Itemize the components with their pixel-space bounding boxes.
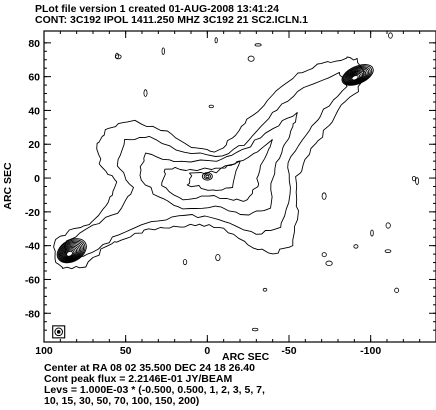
core-contour bbox=[201, 172, 213, 181]
noise-contour bbox=[214, 37, 218, 44]
core-contours bbox=[201, 172, 213, 181]
hotspot-contour bbox=[345, 68, 368, 84]
noise-contour bbox=[161, 47, 165, 55]
contour-map bbox=[53, 56, 374, 270]
axis-ticks bbox=[43, 31, 436, 342]
x-tick-label: 50 bbox=[120, 345, 132, 357]
x-tick-label: -50 bbox=[281, 345, 296, 357]
noise-contour bbox=[388, 32, 393, 39]
noise-contour bbox=[115, 52, 119, 59]
beam-marker bbox=[52, 325, 66, 339]
plot-header-line-2: CONT: 3C192 IPOL 1411.250 MHZ 3C192 21 S… bbox=[35, 14, 308, 26]
beam-ellipse bbox=[54, 327, 64, 337]
y-tick-label: 60 bbox=[28, 72, 40, 84]
noise-contour bbox=[208, 104, 214, 109]
noise-contour bbox=[251, 327, 259, 332]
hotspot-contour bbox=[343, 66, 371, 85]
hotspot-contour bbox=[349, 72, 362, 82]
plot-frame bbox=[43, 30, 436, 343]
y-tick-label: 80 bbox=[28, 38, 40, 50]
hotspot-contour bbox=[60, 243, 82, 261]
noise-contour bbox=[321, 252, 327, 258]
noise-contour bbox=[325, 260, 333, 267]
y-axis-label: ARC SEC bbox=[2, 162, 14, 210]
noise-contours bbox=[114, 32, 420, 332]
hotspot-contour bbox=[342, 65, 373, 86]
noise-contour bbox=[411, 175, 416, 182]
y-tick-label: 0 bbox=[34, 173, 40, 185]
footer-levels-line-1: Levs = 1.000E-03 * (-0.500, 0.500, 1, 2,… bbox=[44, 384, 265, 396]
hotspot-contour bbox=[347, 70, 365, 83]
hotspot-contour bbox=[66, 250, 73, 257]
y-tick-label: -80 bbox=[25, 308, 40, 320]
y-tick-label: 40 bbox=[28, 105, 40, 117]
beam-core bbox=[56, 330, 61, 334]
hotspot-contour bbox=[59, 241, 83, 262]
noise-contour bbox=[384, 249, 392, 253]
hotspot-contour bbox=[61, 244, 80, 261]
x-tick-label: 0 bbox=[204, 345, 210, 357]
hotspot-contour bbox=[348, 71, 364, 83]
contour-level-2 bbox=[63, 71, 348, 261]
contour-level-1 bbox=[53, 56, 365, 270]
y-tick-label: 20 bbox=[28, 139, 40, 151]
hotspot-contour bbox=[58, 240, 85, 262]
noise-contour bbox=[254, 43, 262, 47]
hotspot-contour bbox=[344, 67, 370, 85]
hotspot-contour bbox=[350, 73, 361, 81]
footer-levels-line-2: 10, 15, 30, 50, 70, 100, 150, 200) bbox=[44, 395, 200, 407]
noise-contour bbox=[215, 253, 221, 262]
hotspot-contour bbox=[341, 64, 374, 86]
noise-contour bbox=[353, 244, 359, 249]
y-tick-label: -20 bbox=[25, 207, 40, 219]
footer-peak-flux: Cont peak flux = 2.2146E-01 JY/BEAM bbox=[44, 373, 233, 385]
noise-contour bbox=[321, 192, 327, 200]
hotspot-contour bbox=[351, 75, 359, 81]
noise-contour bbox=[370, 229, 374, 237]
noise-contour bbox=[143, 89, 148, 97]
beam-box bbox=[52, 325, 66, 339]
x-tick-label: -100 bbox=[360, 345, 381, 357]
hotspot-contour bbox=[56, 238, 87, 264]
x-axis-label: ARC SEC bbox=[222, 351, 270, 363]
core-contour bbox=[205, 174, 210, 179]
hotspot-ne bbox=[341, 64, 374, 86]
y-tick-label: -60 bbox=[25, 274, 40, 286]
tick-labels: 100 50 0 -50 -100 80 60 40 20 0 -20 -40 -60 -80 bbox=[25, 38, 382, 357]
noise-contour bbox=[247, 55, 255, 62]
hotspot-contour bbox=[65, 249, 75, 258]
noise-contour bbox=[262, 287, 268, 292]
hotspot-contour bbox=[346, 69, 367, 84]
core-contour bbox=[203, 173, 211, 180]
noise-contour bbox=[182, 259, 188, 265]
hotspot-contour bbox=[63, 247, 78, 259]
noise-contour bbox=[385, 222, 391, 229]
contour-level-5 bbox=[186, 160, 241, 191]
noise-contour bbox=[394, 287, 400, 293]
y-tick-label: -40 bbox=[25, 241, 40, 253]
plot-header-line-1: PLot file version 1 created 01-AUG-2008 … bbox=[35, 3, 279, 15]
noise-contour bbox=[415, 177, 420, 185]
hotspot-contour bbox=[57, 239, 86, 263]
hotspot-contour bbox=[62, 245, 79, 260]
hotspot-sw bbox=[56, 238, 87, 264]
hotspot-contour bbox=[64, 248, 76, 259]
footer-center-coords: Center at RA 08 02 35.500 DEC 24 18 26.4… bbox=[44, 362, 255, 374]
contour-level-3 bbox=[139, 112, 298, 216]
contour-level-4 bbox=[161, 139, 273, 202]
x-tick-label: 100 bbox=[35, 345, 53, 357]
